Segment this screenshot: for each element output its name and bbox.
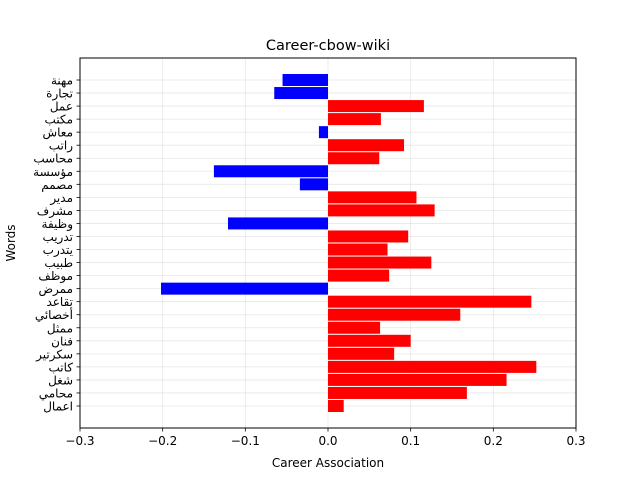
y-tick-label: كاتب (49, 360, 74, 374)
x-tick-label: −0.2 (148, 434, 177, 448)
x-tick-label: 0.1 (401, 434, 420, 448)
y-axis-ticks: مهنةتجارةعملمكتبمعاشراتبمحاسبمؤسسةمصمممد… (33, 74, 80, 414)
y-tick-label: تقاعد (46, 295, 73, 309)
y-tick-label: شغل (48, 373, 73, 387)
y-tick-label: مصمم (41, 178, 73, 192)
y-tick-label: محاسب (33, 152, 73, 166)
bar (328, 269, 390, 282)
bar (328, 321, 381, 334)
bar (274, 87, 328, 100)
bar (328, 295, 532, 308)
bar (328, 243, 388, 256)
bar (227, 217, 328, 230)
bar (328, 347, 395, 360)
bar (328, 386, 467, 399)
y-tick-label: موظف (38, 269, 73, 284)
x-axis-title: Career Association (272, 456, 384, 470)
y-axis-title: Words (4, 224, 18, 261)
bar (161, 282, 328, 295)
bar (328, 191, 417, 204)
x-tick-label: −0.3 (65, 434, 94, 448)
bar (328, 139, 405, 152)
y-tick-label: مؤسسة (33, 165, 73, 180)
y-tick-label: فنان (51, 334, 73, 348)
y-tick-label: وظيفة (42, 217, 73, 232)
y-tick-label: مشرف (37, 204, 73, 219)
bar (318, 126, 328, 139)
bar (299, 178, 328, 191)
bar (328, 360, 537, 373)
bar (213, 165, 328, 178)
x-tick-label: 0.2 (484, 434, 503, 448)
x-tick-label: −0.1 (231, 434, 260, 448)
bar (282, 74, 328, 86)
x-tick-label: 0.0 (318, 434, 337, 448)
y-tick-label: معاش (42, 126, 73, 141)
y-tick-label: عمل (50, 100, 73, 114)
bar (328, 400, 344, 412)
x-axis-ticks: −0.3 −0.2 −0.1 0.0 0.1 0.2 0.3 (65, 428, 586, 448)
y-tick-label: مكتب (45, 113, 73, 127)
y-tick-label: طبيب (44, 256, 73, 270)
bars (161, 74, 537, 412)
y-tick-label: تدريب (42, 230, 73, 245)
y-tick-label: يتدرب (43, 243, 73, 258)
bar (328, 204, 435, 217)
y-tick-label: أخصائي (35, 307, 73, 322)
y-tick-label: ممرض (39, 282, 74, 297)
bar (328, 152, 380, 165)
bar (328, 100, 424, 113)
y-tick-label: محامي (39, 386, 73, 400)
y-tick-label: سكرتير (35, 347, 73, 362)
bar (328, 373, 507, 386)
x-tick-label: 0.3 (566, 434, 585, 448)
y-tick-label: مدير (49, 191, 73, 206)
y-tick-label: مهنة (51, 74, 73, 88)
bar (328, 308, 461, 321)
y-tick-label: راتب (49, 139, 73, 154)
chart-title: Career-cbow-wiki (266, 38, 390, 54)
y-tick-label: ممثل (47, 321, 73, 335)
y-tick-label: اعمال (43, 400, 73, 414)
bar (328, 113, 381, 126)
y-tick-label: تجارة (46, 87, 73, 102)
bar (328, 256, 432, 269)
bar (328, 230, 409, 243)
bar (328, 334, 411, 347)
